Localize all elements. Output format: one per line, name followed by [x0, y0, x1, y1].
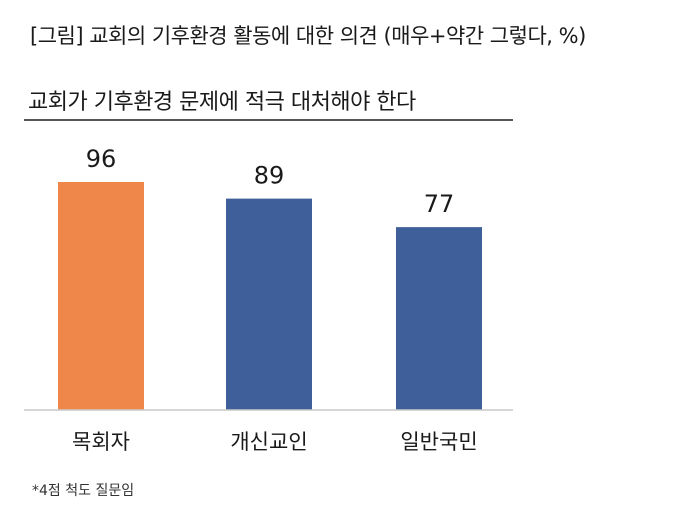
data-label-1: 96 [86, 145, 117, 173]
category-label-3: 일반국민 [400, 430, 477, 454]
data-label-2: 89 [254, 162, 285, 190]
bar-3 [396, 227, 482, 410]
bar-2 [226, 198, 312, 410]
category-label-1: 목회자 [72, 430, 130, 454]
bar-1 [58, 182, 144, 410]
figure-title: [그림] 교회의 기후환경 활동에 대한 의견 (매우+약간 그렇다, %) [30, 24, 586, 48]
category-label-2: 개신교인 [230, 430, 307, 454]
data-label-3: 77 [424, 190, 455, 218]
footnote: *4점 척도 질문임 [32, 483, 135, 499]
chart-title: 교회가 기후환경 문제에 적극 대처해야 한다 [28, 90, 416, 115]
